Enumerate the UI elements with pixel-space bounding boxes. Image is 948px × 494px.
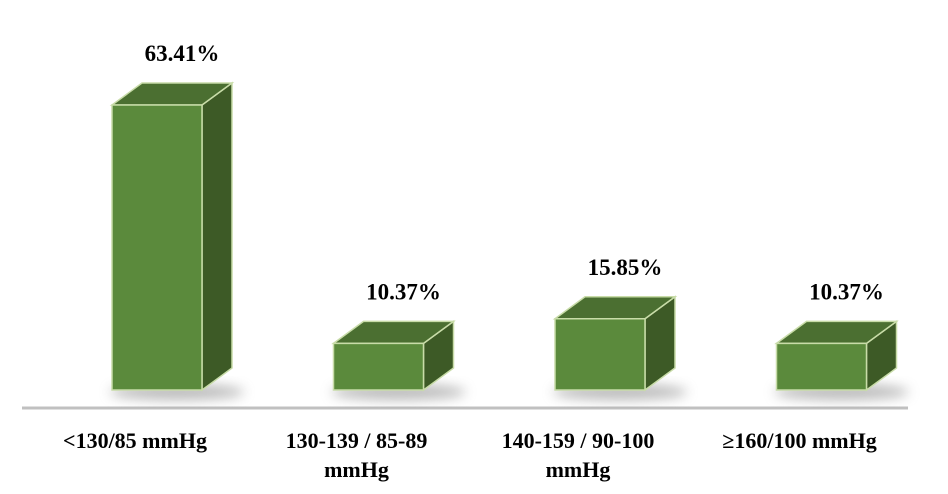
bar bbox=[554, 318, 646, 391]
x-tick-label: 140-159 / 90-100 mmHg bbox=[501, 428, 655, 482]
value-label: 10.37% bbox=[809, 279, 884, 304]
x-tick-label: <130/85 mmHg bbox=[63, 428, 207, 453]
value-label: 15.85% bbox=[588, 255, 663, 280]
bar bbox=[111, 104, 203, 391]
bar bbox=[332, 342, 425, 391]
bar bbox=[775, 342, 868, 391]
value-label: 63.41% bbox=[145, 41, 220, 66]
x-tick-label: 130-139 / 85-89 mmHg bbox=[285, 428, 428, 482]
x-tick-label: ≥160/100 mmHg bbox=[722, 428, 877, 453]
bar-side bbox=[201, 81, 233, 392]
value-label: 10.37% bbox=[366, 279, 441, 304]
